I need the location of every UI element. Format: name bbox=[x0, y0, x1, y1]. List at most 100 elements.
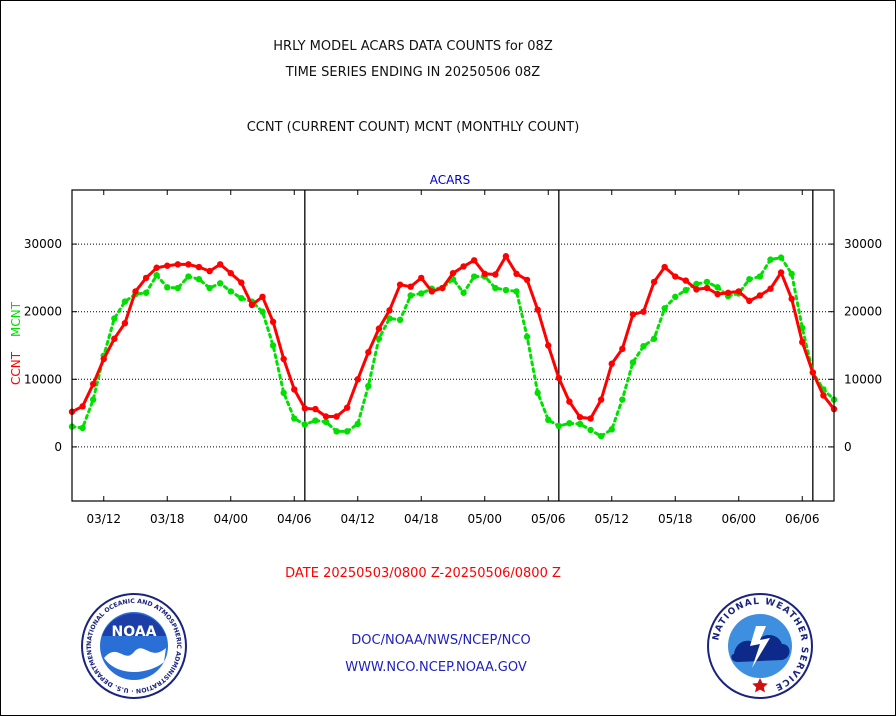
point-ccnt bbox=[608, 360, 615, 367]
point-mcnt bbox=[259, 308, 266, 315]
point-mcnt bbox=[269, 342, 277, 349]
series-line-mcnt bbox=[70, 256, 836, 438]
point-ccnt bbox=[492, 271, 499, 278]
point-mcnt bbox=[174, 284, 182, 292]
point-mcnt bbox=[386, 315, 393, 322]
point-ccnt bbox=[322, 413, 330, 420]
point-ccnt bbox=[185, 261, 192, 268]
chart-title-line1: HRLY MODEL ACARS DATA COUNTS for 08Z bbox=[273, 39, 553, 54]
website-link[interactable]: WWW.NCO.NCEP.NOAA.GOV bbox=[345, 660, 527, 675]
x-tick-label: 03/18 bbox=[150, 512, 185, 526]
svg-text:NOAA: NOAA bbox=[112, 624, 157, 640]
point-ccnt bbox=[100, 355, 107, 363]
point-mcnt bbox=[788, 270, 795, 278]
point-mcnt bbox=[661, 305, 668, 312]
point-ccnt bbox=[566, 398, 573, 405]
point-ccnt bbox=[343, 404, 351, 411]
point-mcnt bbox=[312, 417, 319, 424]
point-ccnt bbox=[460, 263, 467, 270]
date-range-label: DATE 20250503/0800 Z-20250506/0800 Z bbox=[285, 566, 561, 581]
y-tick-label-left: 20000 bbox=[24, 305, 62, 319]
point-mcnt bbox=[365, 382, 372, 390]
point-mcnt bbox=[333, 428, 340, 435]
y-tick-label-right: 30000 bbox=[844, 237, 882, 251]
point-mcnt bbox=[629, 359, 637, 366]
point-mcnt bbox=[121, 298, 129, 305]
point-ccnt bbox=[206, 267, 213, 275]
point-ccnt bbox=[523, 276, 531, 284]
point-ccnt bbox=[216, 261, 224, 268]
point-ccnt bbox=[312, 405, 319, 413]
point-ccnt bbox=[470, 257, 478, 264]
point-mcnt bbox=[195, 276, 203, 283]
point-mcnt bbox=[502, 286, 510, 294]
point-mcnt bbox=[322, 418, 330, 426]
point-mcnt bbox=[185, 273, 192, 280]
point-ccnt bbox=[89, 380, 97, 388]
point-mcnt bbox=[280, 389, 287, 397]
point-ccnt bbox=[809, 369, 817, 376]
point-mcnt bbox=[164, 284, 171, 291]
point-mcnt bbox=[777, 254, 785, 261]
point-mcnt bbox=[89, 396, 97, 403]
point-ccnt bbox=[820, 392, 827, 399]
point-mcnt bbox=[703, 278, 711, 286]
point-ccnt bbox=[724, 289, 732, 296]
y-tick-label-right: 0 bbox=[844, 440, 852, 454]
point-ccnt bbox=[661, 263, 668, 271]
x-tick-label: 04/00 bbox=[213, 512, 248, 526]
point-mcnt bbox=[238, 294, 245, 302]
point-ccnt bbox=[672, 273, 679, 280]
point-ccnt bbox=[248, 301, 256, 309]
point-ccnt bbox=[79, 403, 86, 410]
x-tick-label: 06/00 bbox=[721, 512, 756, 526]
x-tick-label: 04/18 bbox=[404, 512, 439, 526]
y-tick-label-right: 20000 bbox=[844, 305, 882, 319]
x-tick-label: 03/12 bbox=[86, 512, 121, 526]
point-mcnt bbox=[396, 316, 404, 324]
y-tick-label-left: 0 bbox=[54, 440, 62, 454]
point-mcnt bbox=[682, 286, 690, 294]
point-mcnt bbox=[227, 288, 234, 295]
point-ccnt bbox=[555, 374, 563, 382]
noaa-logo: NATIONAL OCEANIC AND ATMOSPHERIC ADMINIS… bbox=[80, 592, 187, 699]
doc-link[interactable]: DOC/NOAA/NWS/NCEP/NCO bbox=[351, 633, 531, 648]
point-ccnt bbox=[788, 295, 795, 303]
chart-subtitle: CCNT (CURRENT COUNT) MCNT (MONTHLY COUNT… bbox=[246, 120, 580, 135]
point-ccnt bbox=[375, 325, 383, 332]
x-tick-label: 05/06 bbox=[531, 512, 566, 526]
point-ccnt bbox=[703, 284, 711, 292]
point-ccnt bbox=[259, 293, 266, 301]
point-mcnt bbox=[545, 416, 552, 424]
point-mcnt bbox=[418, 290, 425, 297]
point-mcnt bbox=[301, 421, 309, 428]
point-mcnt bbox=[640, 342, 647, 350]
point-ccnt bbox=[354, 376, 361, 383]
x-tick-label: 06/06 bbox=[785, 512, 820, 526]
point-mcnt bbox=[756, 273, 764, 280]
point-ccnt bbox=[629, 311, 637, 318]
point-ccnt bbox=[269, 318, 277, 326]
point-mcnt bbox=[216, 280, 224, 287]
x-tick-label: 04/12 bbox=[340, 512, 375, 526]
point-mcnt bbox=[460, 289, 467, 296]
point-ccnt bbox=[597, 396, 605, 403]
point-mcnt bbox=[343, 428, 351, 435]
point-ccnt bbox=[799, 338, 806, 346]
point-mcnt bbox=[111, 315, 118, 322]
point-ccnt bbox=[365, 349, 372, 356]
point-ccnt bbox=[767, 285, 774, 292]
point-ccnt bbox=[291, 386, 298, 393]
point-mcnt bbox=[523, 333, 531, 340]
point-mcnt bbox=[291, 415, 298, 422]
point-ccnt bbox=[777, 269, 785, 276]
y-tick-label-left: 10000 bbox=[24, 372, 62, 386]
point-mcnt bbox=[206, 284, 213, 292]
panel-title: ACARS bbox=[430, 173, 471, 187]
point-ccnt bbox=[333, 413, 340, 420]
point-ccnt bbox=[746, 297, 753, 305]
point-mcnt bbox=[555, 422, 563, 430]
point-ccnt bbox=[449, 269, 457, 277]
point-ccnt bbox=[121, 319, 129, 327]
